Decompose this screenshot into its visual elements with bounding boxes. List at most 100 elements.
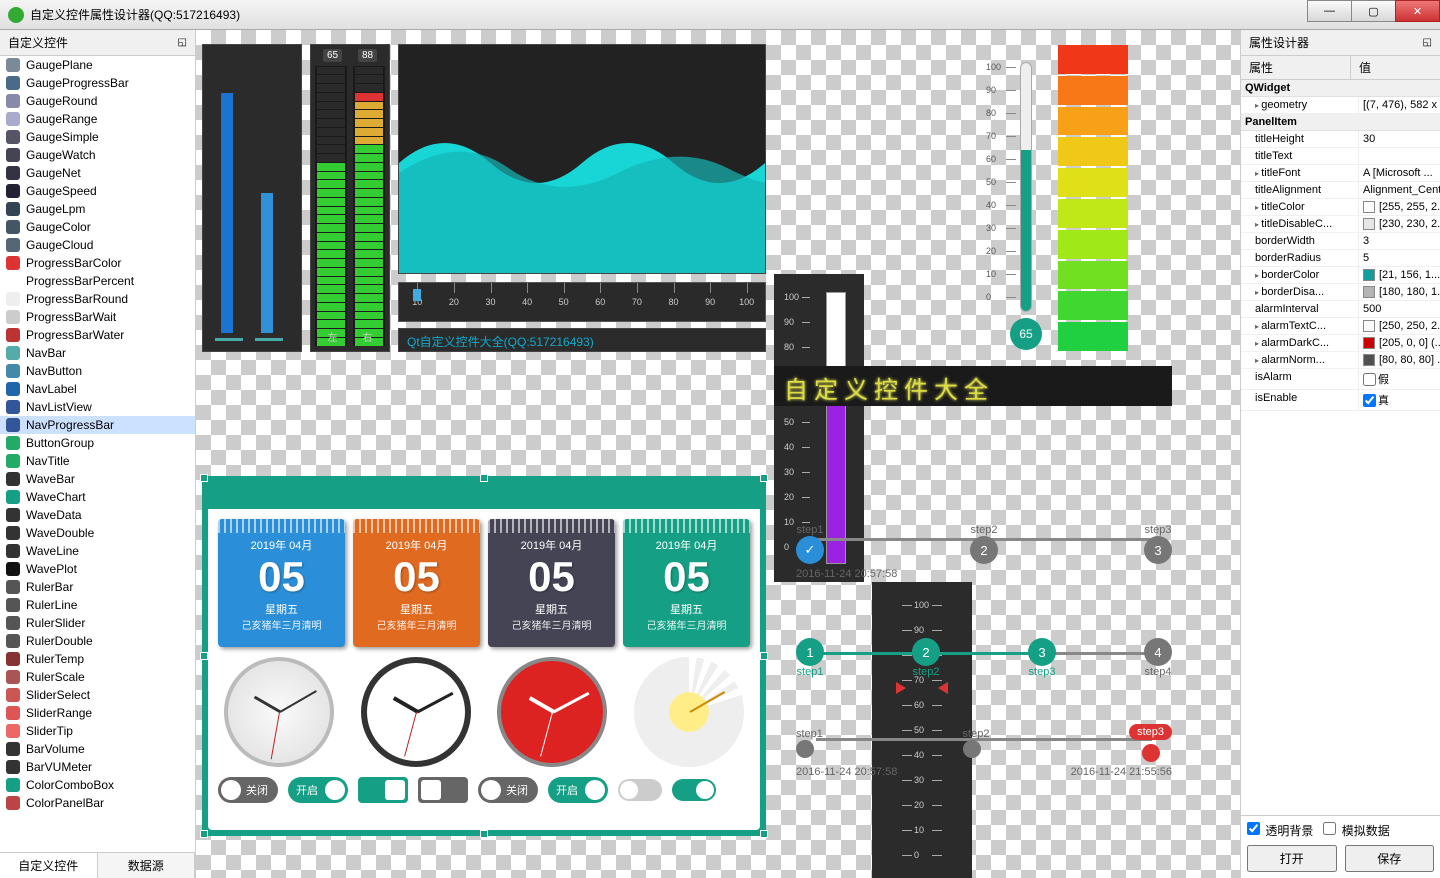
prop-group[interactable]: QWidget bbox=[1241, 80, 1440, 97]
check-simulate-data[interactable]: 模拟数据 bbox=[1323, 822, 1389, 839]
calendar-card[interactable]: 2019年 04月 05 星期五 己亥猪年三月清明 bbox=[623, 519, 750, 647]
ruler-temp-widget[interactable]: 0102030405060708090100 65 bbox=[980, 44, 1050, 352]
widget-item-RulerBar[interactable]: RulerBar bbox=[0, 578, 195, 596]
widget-item-WaveChart[interactable]: WaveChart bbox=[0, 488, 195, 506]
widget-item-GaugeProgressBar[interactable]: GaugeProgressBar bbox=[0, 74, 195, 92]
widget-item-NavProgressBar[interactable]: NavProgressBar bbox=[0, 416, 195, 434]
selected-panel-item[interactable]: 2019年 04月 05 星期五 己亥猪年三月清明 2019年 04月 05 星… bbox=[202, 476, 766, 836]
prop-row[interactable]: isEnable 真 bbox=[1241, 390, 1440, 411]
toggle-4[interactable] bbox=[418, 777, 468, 803]
ruler-slider-widget[interactable]: 102030405060708090100 bbox=[398, 282, 766, 322]
widget-item-RulerSlider[interactable]: RulerSlider bbox=[0, 614, 195, 632]
toggle-1[interactable]: 关闭 bbox=[218, 777, 278, 803]
widget-type-icon bbox=[6, 742, 20, 756]
prop-row[interactable]: titleHeight30 bbox=[1241, 131, 1440, 148]
nav-progress-c[interactable]: step1 step2 step3 2016-11-24 20:57:58 20… bbox=[796, 724, 1172, 778]
widget-item-RulerDouble[interactable]: RulerDouble bbox=[0, 632, 195, 650]
widget-item-RulerLine[interactable]: RulerLine bbox=[0, 596, 195, 614]
widget-type-icon bbox=[6, 472, 20, 486]
save-button[interactable]: 保存 bbox=[1345, 845, 1435, 872]
widget-item-GaugeRange[interactable]: GaugeRange bbox=[0, 110, 195, 128]
widget-item-GaugeCloud[interactable]: GaugeCloud bbox=[0, 236, 195, 254]
prop-row[interactable]: titleFontA [Microsoft ... bbox=[1241, 165, 1440, 182]
widget-item-GaugePlane[interactable]: GaugePlane bbox=[0, 56, 195, 74]
prop-row[interactable]: alarmTextC...[250, 250, 2... bbox=[1241, 318, 1440, 335]
prop-row[interactable]: titleColor[255, 255, 2... bbox=[1241, 199, 1440, 216]
calendar-card[interactable]: 2019年 04月 05 星期五 己亥猪年三月清明 bbox=[353, 519, 480, 647]
widget-item-ProgressBarRound[interactable]: ProgressBarRound bbox=[0, 290, 195, 308]
minimize-button[interactable]: — bbox=[1307, 0, 1352, 22]
prop-row[interactable]: alarmInterval500 bbox=[1241, 301, 1440, 318]
prop-row[interactable]: alarmDarkC...[205, 0, 0] (... bbox=[1241, 335, 1440, 352]
toggle-2[interactable]: 开启 bbox=[288, 777, 348, 803]
toggle-8[interactable] bbox=[672, 779, 716, 801]
close-button[interactable]: ✕ bbox=[1395, 0, 1440, 22]
open-button[interactable]: 打开 bbox=[1247, 845, 1337, 872]
maximize-button[interactable]: ▢ bbox=[1351, 0, 1396, 22]
prop-row[interactable]: borderDisa...[180, 180, 1... bbox=[1241, 284, 1440, 301]
color-panel-bar-widget[interactable] bbox=[1058, 44, 1128, 352]
tab-datasource[interactable]: 数据源 bbox=[98, 853, 196, 878]
widget-item-ButtonGroup[interactable]: ButtonGroup bbox=[0, 434, 195, 452]
widget-item-SliderSelect[interactable]: SliderSelect bbox=[0, 686, 195, 704]
wave-chart-widget[interactable] bbox=[398, 44, 766, 274]
widget-item-BarVolume[interactable]: BarVolume bbox=[0, 740, 195, 758]
widget-item-RulerScale[interactable]: RulerScale bbox=[0, 668, 195, 686]
calendar-card[interactable]: 2019年 04月 05 星期五 己亥猪年三月清明 bbox=[488, 519, 615, 647]
widget-item-WaveBar[interactable]: WaveBar bbox=[0, 470, 195, 488]
tab-widgets[interactable]: 自定义控件 bbox=[0, 853, 98, 878]
widget-item-GaugeWatch[interactable]: GaugeWatch bbox=[0, 146, 195, 164]
vu-meter-widget[interactable]: 65 88 左 右 bbox=[310, 44, 390, 352]
toggle-7[interactable] bbox=[618, 779, 662, 801]
prop-group[interactable]: PanelItem bbox=[1241, 114, 1440, 131]
dock-icon[interactable]: ◱ bbox=[178, 37, 187, 48]
widget-type-icon bbox=[6, 706, 20, 720]
widget-item-NavTitle[interactable]: NavTitle bbox=[0, 452, 195, 470]
widget-item-WaveDouble[interactable]: WaveDouble bbox=[0, 524, 195, 542]
widget-item-RulerTemp[interactable]: RulerTemp bbox=[0, 650, 195, 668]
widget-item-ProgressBarWait[interactable]: ProgressBarWait bbox=[0, 308, 195, 326]
widget-item-GaugeLpm[interactable]: GaugeLpm bbox=[0, 200, 195, 218]
widget-item-WaveData[interactable]: WaveData bbox=[0, 506, 195, 524]
widget-item-WaveLine[interactable]: WaveLine bbox=[0, 542, 195, 560]
widget-item-GaugeNet[interactable]: GaugeNet bbox=[0, 164, 195, 182]
nav-progress-a[interactable]: step1✓ step22 step33 2016-11-24 20:57:58 bbox=[796, 524, 1172, 580]
prop-row[interactable]: titleAlignmentAlignment_Center bbox=[1241, 182, 1440, 199]
prop-row[interactable]: titleDisableC...[230, 230, 2... bbox=[1241, 216, 1440, 233]
calendar-card[interactable]: 2019年 04月 05 星期五 己亥猪年三月清明 bbox=[218, 519, 345, 647]
toggle-5[interactable]: 关闭 bbox=[478, 777, 538, 803]
dock-icon[interactable]: ◱ bbox=[1423, 37, 1432, 48]
widget-item-GaugeSpeed[interactable]: GaugeSpeed bbox=[0, 182, 195, 200]
prop-row[interactable]: geometry[(7, 476), 582 x ... bbox=[1241, 97, 1440, 114]
toggle-3[interactable] bbox=[358, 777, 408, 803]
widget-item-NavListView[interactable]: NavListView bbox=[0, 398, 195, 416]
nav-progress-b[interactable]: 1step1 2step2 3step3 4step4 bbox=[796, 638, 1172, 678]
widget-item-ColorPanelBar[interactable]: ColorPanelBar bbox=[0, 794, 195, 812]
widget-item-GaugeSimple[interactable]: GaugeSimple bbox=[0, 128, 195, 146]
widget-item-BarVUMeter[interactable]: BarVUMeter bbox=[0, 758, 195, 776]
prop-row[interactable]: isAlarm 假 bbox=[1241, 369, 1440, 390]
widget-item-NavBar[interactable]: NavBar bbox=[0, 344, 195, 362]
bar-volume-widget[interactable] bbox=[202, 44, 302, 352]
widget-item-GaugeColor[interactable]: GaugeColor bbox=[0, 218, 195, 236]
widget-item-ColorComboBox[interactable]: ColorComboBox bbox=[0, 776, 195, 794]
check-transparent-bg[interactable]: 透明背景 bbox=[1247, 822, 1313, 839]
widget-item-GaugeRound[interactable]: GaugeRound bbox=[0, 92, 195, 110]
prop-row[interactable]: titleText bbox=[1241, 148, 1440, 165]
widget-item-ProgressBarWater[interactable]: ProgressBarWater bbox=[0, 326, 195, 344]
prop-row[interactable]: borderRadius5 bbox=[1241, 250, 1440, 267]
widget-item-WavePlot[interactable]: WavePlot bbox=[0, 560, 195, 578]
widget-item-SliderTip[interactable]: SliderTip bbox=[0, 722, 195, 740]
widget-item-NavButton[interactable]: NavButton bbox=[0, 362, 195, 380]
widget-item-SliderRange[interactable]: SliderRange bbox=[0, 704, 195, 722]
widget-item-NavLabel[interactable]: NavLabel bbox=[0, 380, 195, 398]
design-canvas[interactable]: 65 88 左 右 102030405060708090100 bbox=[196, 30, 1240, 878]
prop-row[interactable]: alarmNorm...[80, 80, 80] ... bbox=[1241, 352, 1440, 369]
toggle-6[interactable]: 开启 bbox=[548, 777, 608, 803]
widget-type-icon bbox=[6, 724, 20, 738]
prop-row[interactable]: borderColor[21, 156, 1... bbox=[1241, 267, 1440, 284]
widget-item-ProgressBarColor[interactable]: ProgressBarColor bbox=[0, 254, 195, 272]
led-text-widget[interactable]: 自定义控件大全 bbox=[774, 366, 1172, 406]
widget-item-ProgressBarPercent[interactable]: ProgressBarPercent bbox=[0, 272, 195, 290]
prop-row[interactable]: borderWidth3 bbox=[1241, 233, 1440, 250]
